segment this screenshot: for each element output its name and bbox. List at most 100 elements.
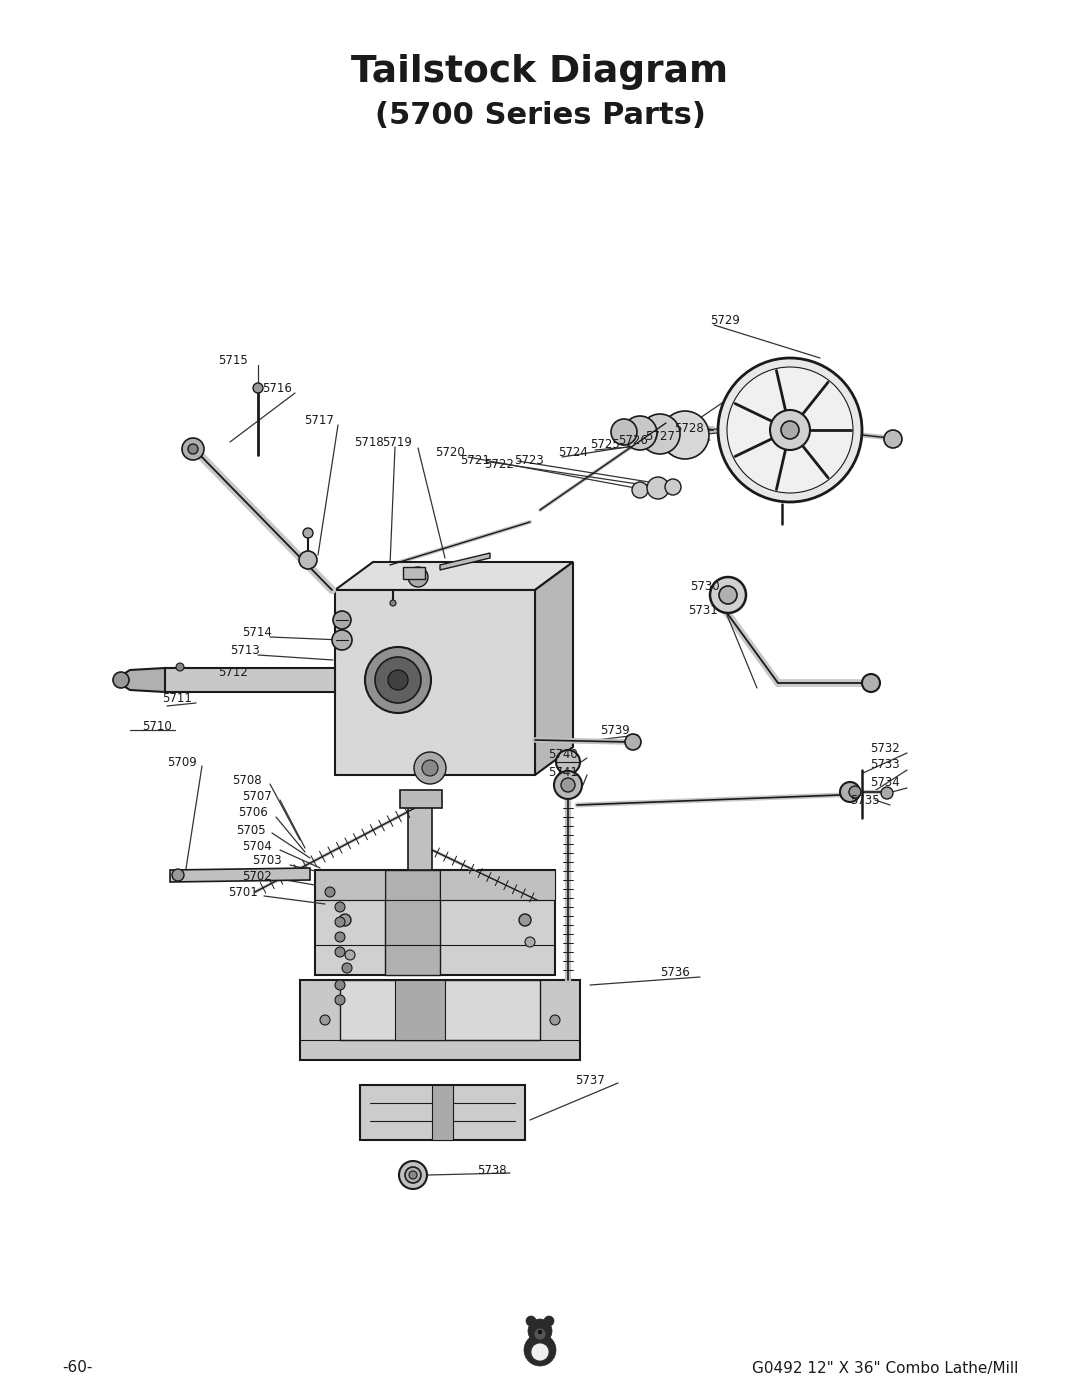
Circle shape — [556, 750, 580, 774]
Text: 5704: 5704 — [242, 840, 272, 852]
Polygon shape — [360, 1085, 525, 1140]
Circle shape — [665, 479, 681, 495]
Circle shape — [538, 1330, 542, 1334]
Text: 5715: 5715 — [218, 353, 247, 366]
Circle shape — [388, 671, 408, 690]
Circle shape — [422, 760, 438, 775]
Circle shape — [519, 914, 531, 926]
Text: G0492 12" X 36" Combo Lathe/Mill: G0492 12" X 36" Combo Lathe/Mill — [752, 1361, 1018, 1376]
Circle shape — [554, 771, 582, 799]
Text: 5707: 5707 — [242, 791, 272, 803]
Circle shape — [335, 932, 345, 942]
Circle shape — [335, 995, 345, 1004]
Polygon shape — [432, 1085, 453, 1140]
Text: (5700 Series Parts): (5700 Series Parts) — [375, 101, 705, 130]
Text: 5723: 5723 — [514, 454, 543, 467]
Circle shape — [881, 787, 893, 799]
Polygon shape — [165, 668, 335, 692]
Circle shape — [303, 528, 313, 538]
Polygon shape — [440, 870, 555, 900]
Text: 5711: 5711 — [162, 692, 192, 704]
Text: 5730: 5730 — [690, 581, 719, 594]
Circle shape — [632, 482, 648, 497]
Polygon shape — [400, 789, 442, 807]
Circle shape — [526, 1316, 536, 1326]
Circle shape — [625, 733, 642, 750]
Circle shape — [332, 630, 352, 650]
Circle shape — [335, 916, 345, 928]
Text: 5721: 5721 — [460, 454, 490, 467]
Circle shape — [365, 647, 431, 712]
Circle shape — [113, 672, 129, 687]
Circle shape — [885, 430, 902, 448]
Text: 5706: 5706 — [238, 806, 268, 820]
Circle shape — [342, 963, 352, 972]
Circle shape — [840, 782, 860, 802]
Circle shape — [528, 1319, 552, 1343]
Circle shape — [718, 358, 862, 502]
Circle shape — [611, 419, 637, 446]
Text: 5709: 5709 — [167, 756, 197, 768]
Circle shape — [531, 1343, 549, 1361]
Circle shape — [390, 599, 396, 606]
Circle shape — [781, 420, 799, 439]
Polygon shape — [535, 562, 573, 775]
Circle shape — [862, 673, 880, 692]
Text: 5720: 5720 — [435, 446, 464, 458]
Circle shape — [770, 409, 810, 450]
Text: 5716: 5716 — [262, 381, 292, 394]
Text: -60-: -60- — [62, 1361, 93, 1376]
Text: 5725: 5725 — [590, 439, 620, 451]
Circle shape — [335, 947, 345, 957]
Circle shape — [375, 657, 421, 703]
Circle shape — [414, 752, 446, 784]
Text: 5708: 5708 — [232, 774, 261, 787]
Circle shape — [183, 439, 204, 460]
Circle shape — [719, 585, 737, 604]
Polygon shape — [300, 981, 580, 1060]
Text: 5736: 5736 — [660, 965, 690, 978]
Circle shape — [176, 664, 184, 671]
Text: 5731: 5731 — [688, 604, 718, 616]
Circle shape — [409, 1171, 417, 1179]
Polygon shape — [335, 590, 535, 775]
Circle shape — [299, 550, 318, 569]
Polygon shape — [315, 870, 384, 900]
Circle shape — [339, 914, 351, 926]
Text: 5712: 5712 — [218, 665, 248, 679]
Circle shape — [333, 610, 351, 629]
Text: 5713: 5713 — [230, 644, 260, 657]
Text: 5737: 5737 — [575, 1073, 605, 1087]
Text: 5740: 5740 — [548, 749, 578, 761]
Text: 5739: 5739 — [600, 724, 630, 736]
Circle shape — [253, 383, 264, 393]
Circle shape — [325, 887, 335, 897]
Circle shape — [544, 1316, 554, 1326]
Polygon shape — [170, 868, 310, 882]
Circle shape — [849, 787, 861, 798]
Polygon shape — [395, 981, 445, 1039]
Text: Tailstock Diagram: Tailstock Diagram — [351, 54, 729, 89]
Text: 5741: 5741 — [548, 766, 578, 778]
Text: 5710: 5710 — [141, 719, 172, 732]
Text: 5703: 5703 — [252, 855, 282, 868]
Circle shape — [647, 476, 669, 499]
Polygon shape — [315, 870, 555, 975]
Circle shape — [525, 937, 535, 947]
Text: 5729: 5729 — [710, 313, 740, 327]
Text: 5714: 5714 — [242, 626, 272, 638]
Circle shape — [524, 1334, 556, 1366]
Circle shape — [534, 1329, 546, 1340]
Circle shape — [345, 950, 355, 960]
Circle shape — [727, 367, 853, 493]
Circle shape — [335, 902, 345, 912]
Circle shape — [188, 444, 198, 454]
Circle shape — [550, 1016, 561, 1025]
Circle shape — [640, 414, 680, 454]
Text: 5705: 5705 — [237, 823, 266, 837]
Circle shape — [335, 981, 345, 990]
Text: 5738: 5738 — [477, 1164, 507, 1176]
Circle shape — [405, 1166, 421, 1183]
Polygon shape — [384, 870, 440, 975]
Circle shape — [320, 1016, 330, 1025]
